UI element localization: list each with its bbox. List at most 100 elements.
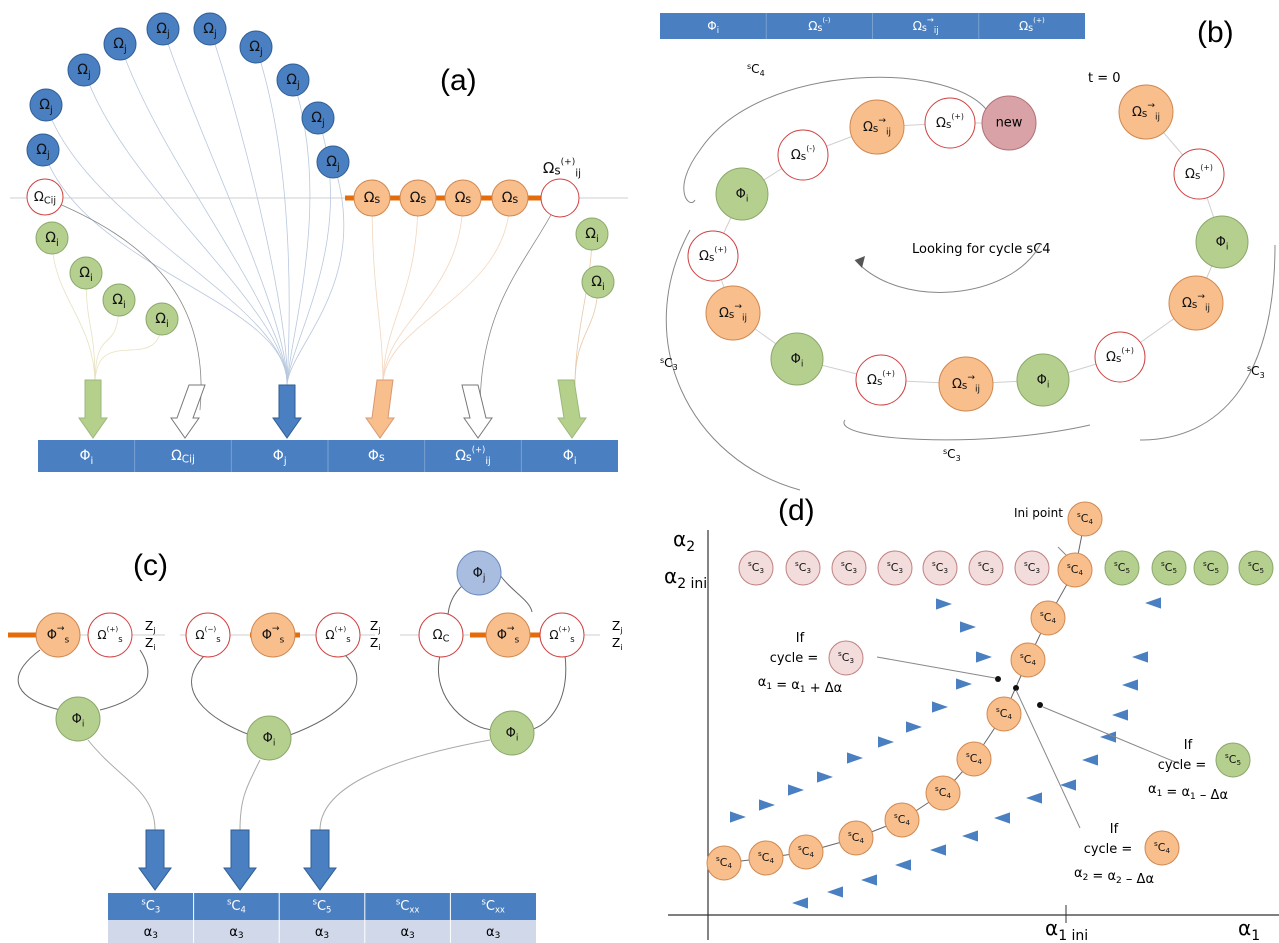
cycle-node: Φi bbox=[1195, 215, 1249, 269]
fan-line-j bbox=[45, 104, 288, 386]
cycle-node: Ωs(+) bbox=[1173, 148, 1225, 200]
omega-i-node: Ωi bbox=[69, 256, 103, 290]
c-link bbox=[239, 759, 261, 831]
if-c5-badge-circle bbox=[1215, 742, 1251, 778]
arrow-omega-c bbox=[170, 384, 206, 439]
omega-j-node: Ωj bbox=[193, 12, 227, 46]
d-row-node-circle bbox=[738, 550, 774, 586]
d-row-node-circle bbox=[1151, 550, 1187, 586]
d-row-node: sC3 bbox=[922, 550, 958, 586]
omega-s-node: Ωs bbox=[399, 179, 437, 217]
d-row-node-text: sC3 bbox=[887, 559, 903, 575]
c-table-bottom-cell: α3 bbox=[486, 925, 500, 941]
if-c4-cycle: cycle = bbox=[1084, 842, 1133, 857]
c-omega-plus-node-text: Ω(+)s bbox=[549, 625, 574, 644]
d-dot bbox=[995, 676, 1001, 682]
d-chain-node: sC4 bbox=[1067, 501, 1103, 537]
triangle-left bbox=[1122, 679, 1138, 691]
panel-b-table: Φi Ωs(-) Ωs→ij Ωs(+) bbox=[660, 13, 1085, 39]
d-row-node-text: sC3 bbox=[748, 559, 764, 575]
arrow-omega-s-plus bbox=[461, 384, 493, 439]
arrow-phi-s bbox=[365, 379, 395, 439]
if-c5-cycle: cycle = bbox=[1158, 758, 1207, 773]
c-phi-s-node-text: Φ→s bbox=[262, 623, 285, 645]
c-phi-j-node-text: Φj bbox=[473, 566, 486, 584]
omega-j-node: Ωj bbox=[103, 27, 137, 61]
d-dot bbox=[1037, 702, 1043, 708]
d-row-node-circle bbox=[877, 550, 913, 586]
panel-b-table-cell: Ωs→ij bbox=[913, 14, 939, 35]
c-omega-c-node-text: ΩC bbox=[433, 628, 450, 645]
cycle-node-circle bbox=[924, 97, 976, 149]
c-loop bbox=[191, 654, 358, 736]
c-phi-i-node-circle bbox=[55, 696, 101, 742]
d-chain-node-circle bbox=[956, 741, 992, 777]
if-c4-badge-circle bbox=[1144, 830, 1180, 866]
triangle-right bbox=[817, 771, 833, 783]
omega-s-node-circle bbox=[353, 179, 391, 217]
zi-label: Zi bbox=[612, 636, 622, 652]
triangle-left bbox=[827, 886, 843, 898]
c-phi-i-node-text: Φi bbox=[506, 726, 519, 744]
pointer-c4 bbox=[1015, 689, 1081, 829]
omega-s-node-text: Ωs bbox=[502, 190, 519, 206]
panel-a-table: Φi ΩCij Φj Φs Ωs(+)ij Φi bbox=[38, 440, 618, 472]
omega-j-node-text: Ωj bbox=[36, 142, 49, 161]
d-chain-node-circle bbox=[838, 820, 874, 856]
omega-c-node-text: ΩCij bbox=[34, 190, 56, 207]
c-omega-plus-node-circle bbox=[315, 612, 361, 658]
omega-i-node: Ωi bbox=[102, 283, 136, 317]
d-chain-node: sC4 bbox=[925, 775, 961, 811]
triangle-right bbox=[730, 811, 746, 823]
omega-c-node: ΩCij bbox=[26, 178, 64, 216]
c-arrow bbox=[303, 829, 337, 891]
omega-j-node-circle bbox=[301, 101, 335, 135]
triangle-left bbox=[1100, 731, 1116, 743]
omega-s-node-text: Ωs bbox=[410, 190, 427, 206]
omega-j-node-circle bbox=[67, 53, 101, 87]
if-c3-if: If bbox=[796, 631, 805, 646]
arc-sc3-bottom bbox=[843, 419, 1091, 441]
c-link bbox=[87, 739, 156, 831]
c-phi-i-node-text: Φi bbox=[263, 731, 276, 749]
cycle-node-text: Ωs→ij bbox=[952, 372, 980, 394]
triangle-left bbox=[1026, 792, 1042, 804]
d-chain-node-circle bbox=[706, 845, 742, 881]
d-chain-node: sC4 bbox=[706, 845, 742, 881]
c-table-bottom-cell: α3 bbox=[315, 925, 329, 941]
c-phi-s-node-circle bbox=[35, 612, 81, 658]
cycle-node-circle bbox=[849, 99, 905, 155]
c-omega-plus-node-text: Ω(+)s bbox=[325, 625, 350, 644]
sc3-bottom-label: sC3 bbox=[943, 447, 961, 463]
omega-j-node-text: Ωj bbox=[156, 21, 169, 40]
panel-b-cycle-arcs bbox=[665, 76, 1276, 491]
d-row-node-circle bbox=[1238, 550, 1274, 586]
arrow-phi-j bbox=[272, 384, 302, 439]
cycle-node-circle bbox=[705, 285, 761, 341]
omega-j-node-text: Ωj bbox=[113, 36, 126, 55]
if-c4-if: If bbox=[1110, 822, 1119, 837]
fan-line-c bbox=[44, 197, 202, 411]
d-chain-node: sC4 bbox=[956, 741, 992, 777]
fan-line-j bbox=[286, 161, 345, 386]
zi-label: Zi bbox=[145, 636, 155, 652]
fan-line-s bbox=[382, 197, 464, 386]
triangle-right bbox=[788, 784, 804, 796]
arc-sc3-right bbox=[1139, 244, 1276, 441]
fan-line-j bbox=[83, 69, 288, 386]
c-omega-plus-node-circle bbox=[87, 612, 133, 658]
panel-a-table-cell: Φs bbox=[368, 448, 385, 464]
panel-c-table: sC3 α3 sC4 α3 sC5 α3 sCxx α3 sCxx α3 bbox=[108, 893, 536, 943]
omega-s-node: Ωs bbox=[491, 179, 529, 217]
d-chain-node: sC4 bbox=[1057, 552, 1093, 588]
ini-point-label: Ini point bbox=[1014, 506, 1063, 520]
c-table-top-cell: sCxx bbox=[396, 896, 419, 914]
triangle-left bbox=[895, 859, 911, 871]
omega-s-node-circle bbox=[444, 179, 482, 217]
c-phi-i-node-circle bbox=[246, 715, 292, 761]
d-chain-node-circle bbox=[986, 696, 1022, 732]
d-row-node-text: sC3 bbox=[841, 559, 857, 575]
d-row-node: sC3 bbox=[877, 550, 913, 586]
triangle-right bbox=[956, 678, 972, 690]
omega-i-node-circle bbox=[35, 221, 69, 255]
